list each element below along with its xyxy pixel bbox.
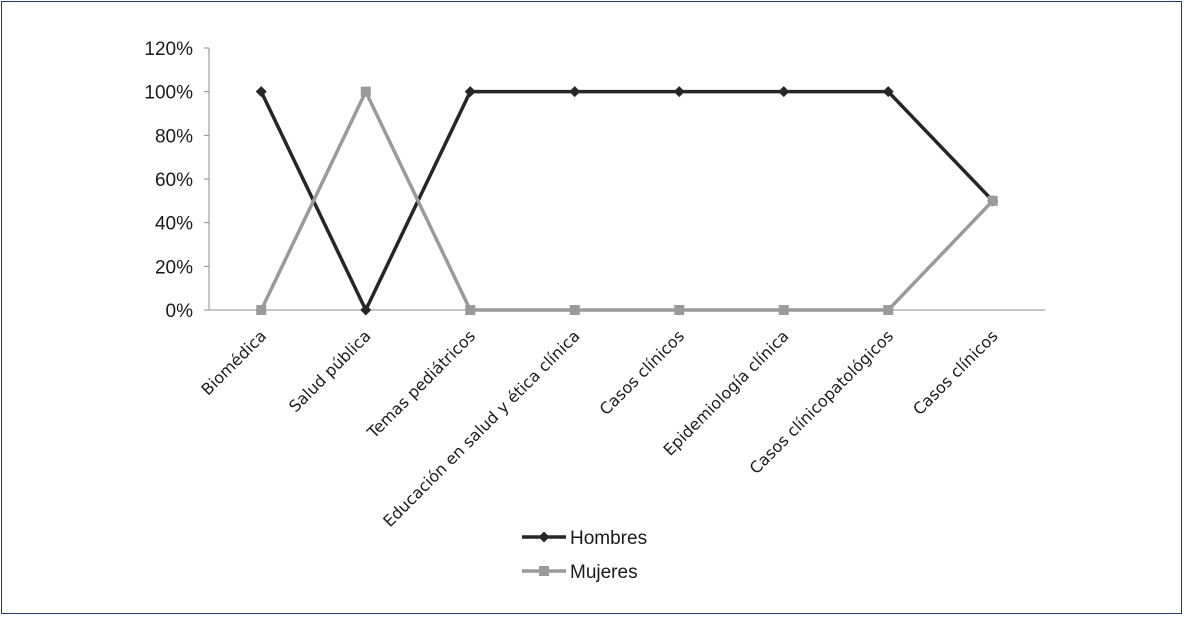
series-hombres: [255, 86, 999, 316]
legend: Hombres Mujeres: [522, 528, 647, 583]
series-line: [259, 87, 995, 312]
y-tick-label: 100%: [144, 83, 193, 104]
data-point: [987, 195, 998, 206]
data-point: [778, 305, 789, 315]
data-point: [465, 305, 476, 315]
y-tick-label: 60%: [155, 170, 193, 191]
data-point: [778, 86, 790, 98]
data-point: [674, 305, 685, 315]
data-point: [569, 86, 581, 98]
x-tick-label: Salud pública: [285, 326, 375, 416]
series-mujeres: [256, 86, 998, 315]
x-tick-label: Educación en salud y ética clínica: [379, 326, 583, 530]
data-point: [360, 86, 371, 97]
legend-item: Hombres: [522, 528, 647, 549]
y-tick-label: 80%: [155, 126, 193, 147]
legend-label: Hombres: [570, 528, 647, 549]
data-point: [255, 86, 267, 98]
data-point: [882, 86, 894, 98]
y-tick-label: 120%: [144, 39, 193, 60]
data-point: [256, 305, 267, 315]
series-lines: [255, 86, 999, 316]
x-tick-label: Biomédica: [197, 326, 270, 399]
data-point: [464, 86, 476, 98]
legend-label: Mujeres: [570, 562, 638, 583]
y-tick-label: 40%: [155, 214, 193, 235]
x-tick-label: Temas pediátricos: [363, 326, 479, 442]
x-tick-label: Casos clínicos: [596, 326, 688, 418]
y-axis: 0% 20% 40% 60% 80% 100% 120%: [144, 39, 210, 322]
data-point: [673, 86, 685, 98]
legend-marker: [539, 566, 549, 576]
y-tick-label: 20%: [155, 257, 193, 278]
x-tick-label: Casos clínicos: [909, 326, 1001, 418]
legend-marker: [538, 531, 550, 543]
legend-item: Mujeres: [522, 562, 638, 583]
series-line: [259, 89, 995, 315]
data-point: [569, 305, 580, 315]
y-tick-label: 0%: [166, 301, 194, 322]
data-point: [883, 305, 894, 315]
data-point: [360, 304, 372, 316]
